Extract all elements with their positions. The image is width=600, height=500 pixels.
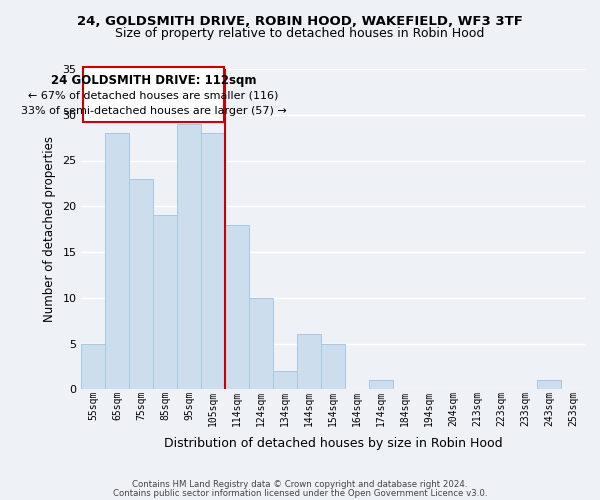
Bar <box>297 334 321 389</box>
Bar <box>226 224 249 389</box>
Bar <box>130 179 154 389</box>
Bar <box>273 371 297 389</box>
Bar <box>249 298 273 389</box>
Text: 24 GOLDSMITH DRIVE: 112sqm: 24 GOLDSMITH DRIVE: 112sqm <box>50 74 256 88</box>
Text: 24, GOLDSMITH DRIVE, ROBIN HOOD, WAKEFIELD, WF3 3TF: 24, GOLDSMITH DRIVE, ROBIN HOOD, WAKEFIE… <box>77 15 523 28</box>
Bar <box>154 216 178 389</box>
Text: 33% of semi-detached houses are larger (57) →: 33% of semi-detached houses are larger (… <box>20 106 286 116</box>
Bar <box>202 133 226 389</box>
Bar <box>178 124 202 389</box>
Bar <box>106 133 130 389</box>
Text: Contains public sector information licensed under the Open Government Licence v3: Contains public sector information licen… <box>113 488 487 498</box>
Text: Contains HM Land Registry data © Crown copyright and database right 2024.: Contains HM Land Registry data © Crown c… <box>132 480 468 489</box>
Title: 24, GOLDSMITH DRIVE, ROBIN HOOD, WAKEFIELD, WF3 3TF
Size of property relative to: 24, GOLDSMITH DRIVE, ROBIN HOOD, WAKEFIE… <box>0 499 1 500</box>
Text: Size of property relative to detached houses in Robin Hood: Size of property relative to detached ho… <box>115 28 485 40</box>
Bar <box>537 380 561 389</box>
Bar <box>82 344 106 389</box>
X-axis label: Distribution of detached houses by size in Robin Hood: Distribution of detached houses by size … <box>164 437 503 450</box>
Bar <box>369 380 393 389</box>
Y-axis label: Number of detached properties: Number of detached properties <box>43 136 56 322</box>
Bar <box>321 344 345 389</box>
Text: ← 67% of detached houses are smaller (116): ← 67% of detached houses are smaller (11… <box>28 90 278 100</box>
FancyBboxPatch shape <box>83 67 224 122</box>
